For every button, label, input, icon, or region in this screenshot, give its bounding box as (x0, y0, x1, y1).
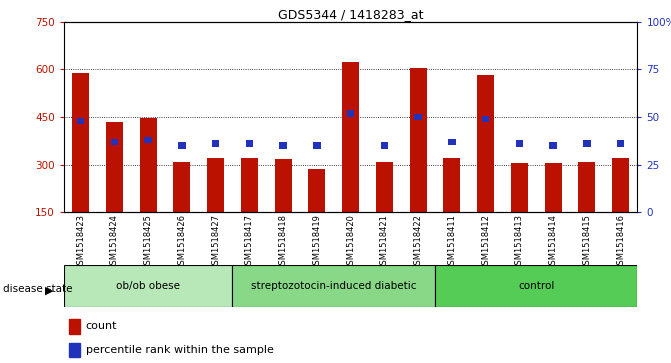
Bar (178, 142, 186, 149)
Text: count: count (85, 321, 117, 331)
Bar (477, 75, 494, 212)
Bar (347, 110, 354, 117)
Bar (207, 158, 224, 212)
Bar (309, 170, 325, 212)
Bar (70, 319, 80, 334)
Bar (482, 116, 489, 122)
Title: GDS5344 / 1418283_at: GDS5344 / 1418283_at (278, 8, 423, 21)
Bar (415, 114, 422, 121)
Bar (232, 265, 435, 307)
Bar (77, 118, 85, 124)
Bar (376, 162, 393, 212)
Bar (342, 62, 359, 212)
Text: percentile rank within the sample: percentile rank within the sample (85, 345, 273, 355)
Bar (246, 140, 253, 147)
Bar (410, 68, 427, 212)
Text: disease state: disease state (3, 284, 72, 294)
Text: ob/ob obese: ob/ob obese (116, 281, 180, 291)
Bar (550, 142, 557, 149)
Bar (313, 142, 321, 149)
Bar (64, 265, 232, 307)
Bar (612, 158, 629, 212)
Bar (70, 343, 80, 357)
Bar (111, 139, 118, 145)
Bar (515, 140, 523, 147)
Bar (444, 158, 460, 212)
Text: ▶: ▶ (45, 286, 53, 296)
Bar (583, 140, 590, 147)
Bar (106, 122, 123, 212)
Text: control: control (518, 281, 554, 291)
Bar (617, 140, 624, 147)
Bar (72, 73, 89, 212)
Text: streptozotocin-induced diabetic: streptozotocin-induced diabetic (251, 281, 417, 291)
Bar (448, 139, 456, 145)
Bar (380, 142, 388, 149)
Bar (144, 136, 152, 143)
Bar (279, 142, 287, 149)
Bar (140, 118, 156, 212)
Bar (212, 140, 219, 147)
Bar (578, 162, 595, 212)
Bar (435, 265, 637, 307)
Bar (511, 163, 528, 212)
Bar (173, 162, 191, 212)
Bar (241, 158, 258, 212)
Bar (274, 159, 291, 212)
Bar (545, 163, 562, 212)
